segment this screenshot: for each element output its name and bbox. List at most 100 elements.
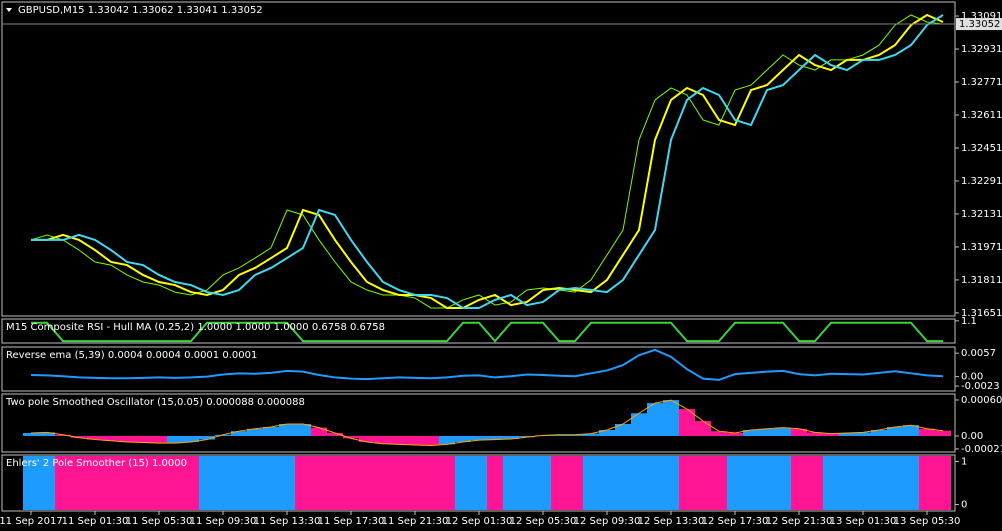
state-band xyxy=(247,456,263,510)
state-band xyxy=(311,456,327,510)
plot-area xyxy=(23,456,951,510)
osc-bar xyxy=(39,432,55,436)
x-tick-label: 12 Sep 17:30 xyxy=(702,516,769,527)
plot-area xyxy=(30,348,944,381)
state-band xyxy=(887,456,903,510)
y-tick-label: 1.32931 xyxy=(961,44,1002,55)
y-tick-label: -0.000217 xyxy=(961,444,1002,455)
osc-bar xyxy=(103,435,119,441)
series-line xyxy=(31,14,944,309)
panel-title: Two pole Smoothed Oscillator (15,0.05) 0… xyxy=(5,397,305,408)
x-tick-label: 12 Sep 09:30 xyxy=(574,516,641,527)
osc-bar xyxy=(583,433,599,436)
osc-bar xyxy=(199,435,215,440)
osc-bar xyxy=(823,433,839,436)
state-band xyxy=(375,456,391,510)
state-band xyxy=(391,456,407,510)
state-band xyxy=(871,456,887,510)
osc-bar xyxy=(871,429,887,436)
osc-bar xyxy=(855,432,871,436)
y-tick-label: 0.00 xyxy=(961,431,983,442)
state-band xyxy=(679,456,695,510)
y-tick-label: 0.000602 xyxy=(961,395,1002,406)
state-band xyxy=(215,456,231,510)
state-band xyxy=(135,456,151,510)
state-band xyxy=(199,456,215,510)
osc-bar xyxy=(327,432,343,436)
current-price-label: 1.33052 xyxy=(959,19,1000,30)
osc-bar xyxy=(407,435,423,445)
state-band xyxy=(167,456,183,510)
state-band xyxy=(183,456,199,510)
state-band xyxy=(791,456,807,510)
osc-bar xyxy=(711,431,727,436)
state-band xyxy=(103,456,119,510)
osc-bar xyxy=(343,435,359,439)
osc-bar xyxy=(295,424,311,436)
state-band xyxy=(295,456,311,510)
osc-bar xyxy=(231,431,247,436)
x-tick-label: 12 Sep 05:30 xyxy=(510,516,577,527)
panel-frame xyxy=(1,318,956,344)
x-tick-label: 11 Sep 13:30 xyxy=(254,516,321,527)
series-line xyxy=(31,321,943,343)
osc-bar xyxy=(423,435,439,446)
osc-bar xyxy=(375,435,391,444)
state-band xyxy=(567,456,583,510)
osc-bar xyxy=(215,434,231,436)
state-band xyxy=(551,456,567,510)
state-band xyxy=(423,456,439,510)
state-band xyxy=(519,456,535,510)
x-tick-label: 11 Sep 2017 xyxy=(0,516,63,527)
state-band xyxy=(775,456,791,510)
osc-bar xyxy=(391,435,407,445)
osc-bar xyxy=(679,409,695,436)
state-band xyxy=(647,456,663,510)
plot-area xyxy=(23,399,951,447)
osc-bar xyxy=(695,421,711,436)
y-tick-label: 1.32611 xyxy=(961,110,1002,121)
osc-bar xyxy=(647,403,663,436)
osc-bar xyxy=(631,413,647,436)
osc-bar xyxy=(839,432,855,436)
state-band xyxy=(263,456,279,510)
osc-bar xyxy=(119,435,135,442)
osc-bar xyxy=(87,435,103,440)
osc-bar xyxy=(151,435,167,444)
x-tick-label: 13 Sep 01:30 xyxy=(830,516,897,527)
osc-bar xyxy=(807,432,823,436)
series-line xyxy=(30,14,944,309)
osc-bar xyxy=(503,435,519,439)
state-band xyxy=(855,456,871,510)
x-tick-label: 12 Sep 13:30 xyxy=(638,516,705,527)
menu-arrow[interactable] xyxy=(6,8,12,12)
osc-bar xyxy=(599,429,615,436)
state-band xyxy=(935,456,951,510)
panel-frame xyxy=(1,1,956,317)
state-band xyxy=(839,456,855,510)
state-band xyxy=(407,456,423,510)
state-band xyxy=(599,456,615,510)
x-tick-label: 11 Sep 21:30 xyxy=(382,516,449,527)
state-band xyxy=(279,456,295,510)
osc-bar xyxy=(615,424,631,436)
osc-bar xyxy=(567,434,583,436)
state-band xyxy=(151,456,167,510)
panel-title: Ehlers' 2 Pole Smoother (15) 1.0000 xyxy=(6,458,187,469)
osc-bar xyxy=(167,435,183,444)
osc-bar xyxy=(263,427,279,436)
osc-bar xyxy=(55,434,71,436)
y-tick-label: 0.0057 xyxy=(961,348,996,359)
state-band xyxy=(343,456,359,510)
state-band xyxy=(663,456,679,510)
state-band xyxy=(231,456,247,510)
state-band xyxy=(487,456,503,510)
y-tick-label: 0.00 xyxy=(961,372,983,383)
osc-bar xyxy=(23,432,39,436)
x-tick-label: 12 Sep 21:30 xyxy=(766,516,833,527)
osc-bar xyxy=(71,435,87,438)
state-band xyxy=(807,456,823,510)
state-band xyxy=(55,456,71,510)
x-tick-label: 13 Sep 05:30 xyxy=(894,516,961,527)
osc-bar xyxy=(487,435,503,440)
